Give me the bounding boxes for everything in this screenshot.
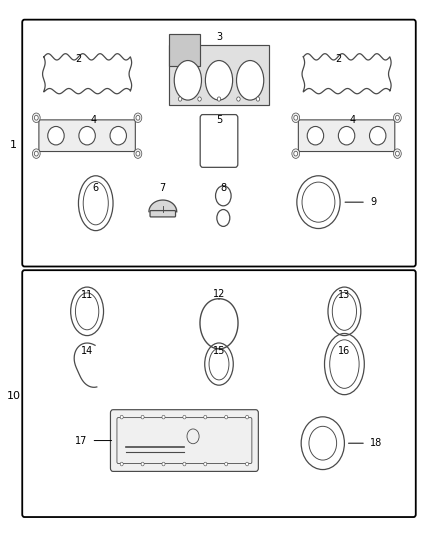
Text: 6: 6 <box>93 183 99 193</box>
Ellipse shape <box>79 126 95 145</box>
Ellipse shape <box>120 462 123 466</box>
Ellipse shape <box>246 415 249 419</box>
Text: 3: 3 <box>216 33 222 42</box>
Ellipse shape <box>294 115 298 120</box>
Ellipse shape <box>204 415 207 419</box>
Ellipse shape <box>237 97 240 101</box>
Text: 17: 17 <box>75 435 87 446</box>
Text: 15: 15 <box>213 345 225 356</box>
Ellipse shape <box>48 126 64 145</box>
Text: 1: 1 <box>10 140 17 150</box>
Ellipse shape <box>225 415 228 419</box>
FancyBboxPatch shape <box>169 45 269 106</box>
FancyBboxPatch shape <box>169 34 200 66</box>
Text: 13: 13 <box>338 290 350 300</box>
Ellipse shape <box>393 113 401 123</box>
Text: 4: 4 <box>350 115 356 125</box>
Text: 9: 9 <box>371 197 377 207</box>
Text: 11: 11 <box>81 290 93 300</box>
Ellipse shape <box>174 61 201 100</box>
Ellipse shape <box>120 415 123 419</box>
Text: 2: 2 <box>75 54 81 64</box>
Ellipse shape <box>396 115 399 120</box>
Ellipse shape <box>134 113 142 123</box>
Ellipse shape <box>292 149 300 158</box>
Text: 4: 4 <box>91 115 97 125</box>
Text: 8: 8 <box>220 183 226 193</box>
FancyBboxPatch shape <box>298 120 395 151</box>
Ellipse shape <box>136 151 140 156</box>
Text: 10: 10 <box>7 391 21 401</box>
Text: 5: 5 <box>216 115 222 125</box>
Ellipse shape <box>292 113 300 123</box>
Text: 14: 14 <box>81 345 93 356</box>
Ellipse shape <box>141 462 144 466</box>
Ellipse shape <box>162 462 165 466</box>
Ellipse shape <box>136 115 140 120</box>
Ellipse shape <box>162 415 165 419</box>
Ellipse shape <box>183 462 186 466</box>
Ellipse shape <box>225 462 228 466</box>
Ellipse shape <box>294 151 298 156</box>
Ellipse shape <box>246 462 249 466</box>
Ellipse shape <box>237 61 264 100</box>
Text: 2: 2 <box>335 54 341 64</box>
FancyBboxPatch shape <box>39 120 135 151</box>
Ellipse shape <box>370 126 386 145</box>
Ellipse shape <box>338 126 355 145</box>
Ellipse shape <box>205 61 233 100</box>
Text: 12: 12 <box>213 289 225 298</box>
Ellipse shape <box>34 151 38 156</box>
Ellipse shape <box>34 115 38 120</box>
Ellipse shape <box>217 97 221 101</box>
Ellipse shape <box>32 113 40 123</box>
Ellipse shape <box>307 126 324 145</box>
Ellipse shape <box>393 149 401 158</box>
Ellipse shape <box>32 149 40 158</box>
Ellipse shape <box>134 149 142 158</box>
Ellipse shape <box>183 415 186 419</box>
FancyBboxPatch shape <box>110 410 258 471</box>
Ellipse shape <box>110 126 127 145</box>
Text: 7: 7 <box>160 183 166 193</box>
Ellipse shape <box>256 97 260 101</box>
Ellipse shape <box>396 151 399 156</box>
Ellipse shape <box>141 415 144 419</box>
Text: 18: 18 <box>371 438 383 448</box>
FancyBboxPatch shape <box>150 211 176 217</box>
Ellipse shape <box>178 97 182 101</box>
Text: 16: 16 <box>338 345 350 356</box>
Ellipse shape <box>198 97 201 101</box>
Ellipse shape <box>204 462 207 466</box>
